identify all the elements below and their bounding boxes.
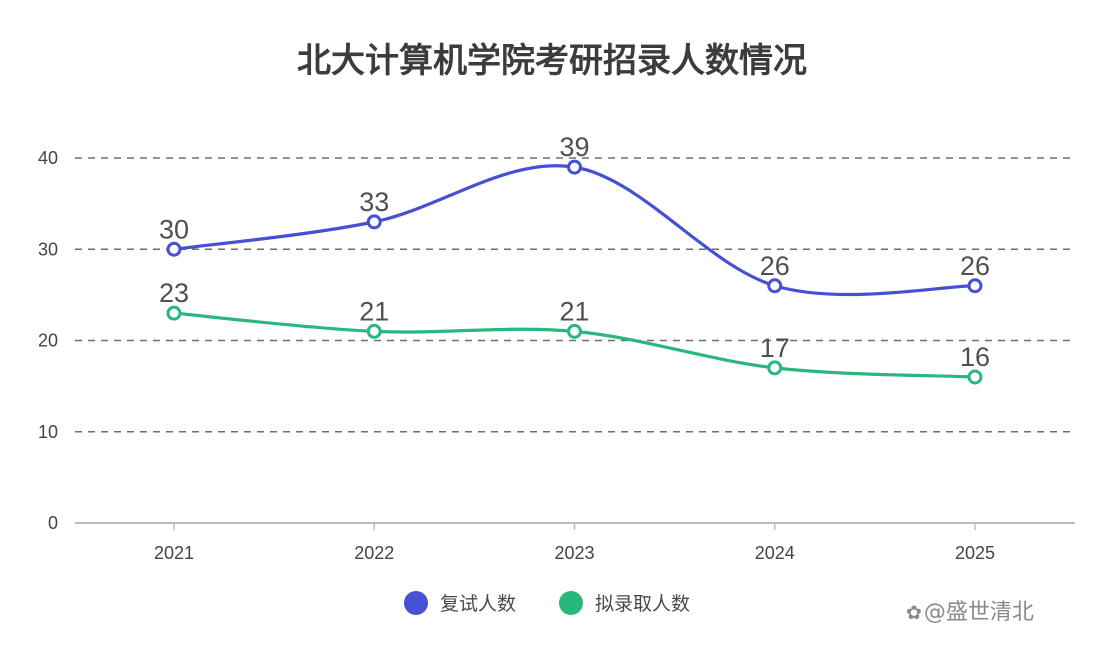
legend-label: 复试人数 — [440, 593, 516, 615]
x-tick-label: 2022 — [354, 543, 394, 563]
data-point — [166, 305, 182, 321]
y-tick-label: 0 — [48, 513, 58, 533]
x-tick-label: 2025 — [955, 543, 995, 563]
data-label: 23 — [159, 278, 189, 308]
data-point — [166, 241, 182, 257]
watermark: ✿@盛世清北 — [906, 594, 1034, 626]
data-label: 26 — [760, 251, 790, 281]
data-point — [366, 323, 382, 339]
paw-icon: ✿ — [906, 602, 922, 624]
data-point — [567, 323, 582, 339]
data-point — [767, 278, 783, 294]
legend: 复试人数 拟录取人数 — [404, 591, 690, 615]
y-tick-label: 30 — [38, 239, 58, 259]
legend-marker — [404, 591, 428, 615]
data-label-layer: 30 33 39 26 26 23 21 21 17 16 — [159, 132, 990, 372]
data-label: 21 — [559, 296, 589, 326]
x-tick-label: 2023 — [554, 543, 594, 563]
watermark-text: @盛世清北 — [923, 600, 1034, 625]
x-tick-label: 2021 — [154, 543, 194, 563]
data-point — [967, 369, 983, 385]
y-tick-label: 40 — [38, 148, 58, 168]
data-point — [366, 214, 382, 230]
data-point — [967, 278, 983, 294]
legend-label: 拟录取人数 — [595, 593, 690, 615]
data-label: 33 — [359, 187, 389, 217]
chart-title: 北大计算机学院考研招录人数情况 — [297, 41, 807, 81]
data-label: 26 — [960, 251, 990, 281]
grid-layer — [75, 157, 1075, 433]
data-label: 16 — [960, 342, 990, 372]
data-label: 30 — [159, 214, 189, 244]
data-label: 39 — [559, 132, 589, 162]
y-tick-label: 20 — [38, 331, 58, 351]
data-point — [767, 360, 783, 376]
data-point — [567, 159, 582, 175]
series-line — [173, 164, 976, 297]
axis-layer: 0 10 20 30 40 2021 2022 2023 2024 2025 — [38, 148, 1075, 563]
y-tick-label: 10 — [38, 422, 58, 442]
series-layer — [166, 159, 983, 385]
legend-marker — [559, 591, 583, 615]
data-label: 17 — [760, 333, 790, 363]
data-label: 21 — [359, 296, 389, 326]
x-tick-label: 2024 — [755, 543, 795, 563]
